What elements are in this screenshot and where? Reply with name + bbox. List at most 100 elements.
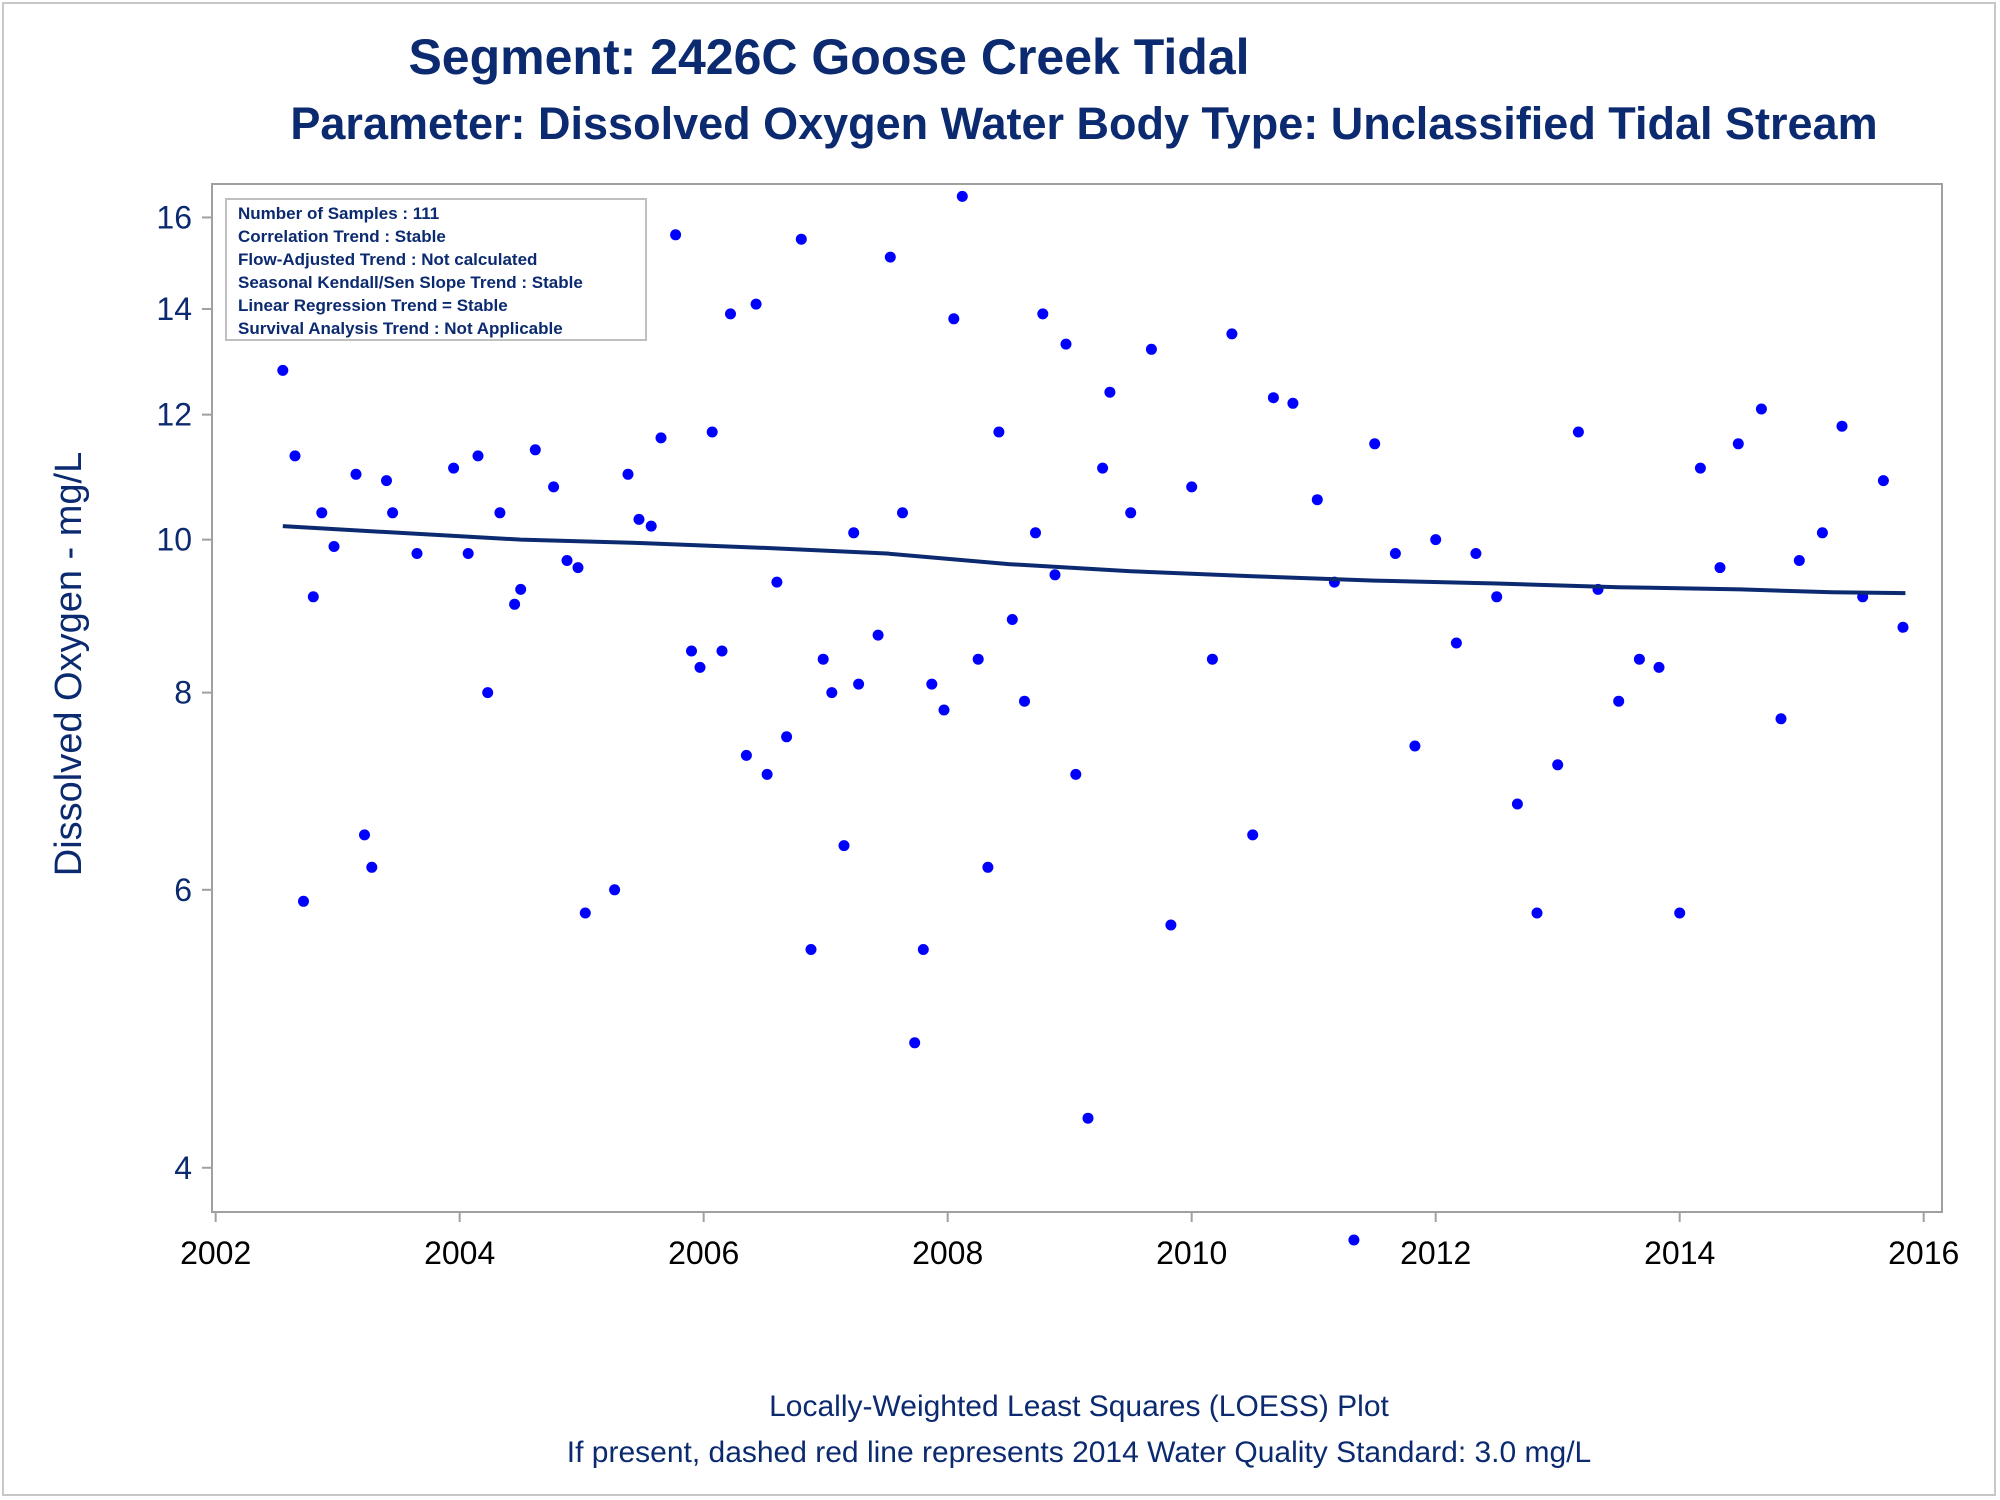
data-point [781,731,793,743]
plot-area [211,183,1943,1213]
stats-line: Number of Samples : 111 [238,204,439,223]
data-point [1877,475,1889,487]
data-point [1775,713,1787,725]
data-point [1552,759,1564,771]
data-point [316,507,328,519]
data-point [1430,534,1442,546]
y-axis-label: Dissolved Oxygen - mg/L [48,452,90,877]
data-point [1793,555,1805,566]
data-point [805,944,817,955]
data-point [982,861,994,873]
data-point [872,629,884,641]
data-point [848,527,860,539]
x-tick-label: 2016 [1888,1235,1959,1271]
data-point [706,426,718,438]
data-point [1511,798,1523,810]
data-point [853,678,865,690]
data-point [387,507,399,519]
data-point [771,576,783,588]
data-point [448,462,460,474]
data-point [289,450,301,462]
data-point [1816,527,1828,539]
data-point [725,308,736,320]
data-point [350,468,362,480]
data-point [298,895,309,907]
stats-line: Flow-Adjusted Trend : Not calculated [238,250,537,269]
data-point [561,555,573,566]
data-point [1019,695,1030,707]
data-point [622,468,634,480]
chart-title: Segment: 2426C Goose Creek Tidal [408,29,1249,85]
y-tick-label: 14 [156,291,192,327]
data-point [1389,548,1401,559]
data-point [1470,548,1482,559]
data-point [1613,695,1625,707]
data-point [1633,653,1645,665]
data-point [1206,653,1218,665]
y-tick-label: 16 [156,199,192,235]
data-point [917,944,929,955]
data-point [277,364,289,376]
data-point [1409,740,1421,752]
data-point [1572,426,1584,438]
data-point [411,548,423,559]
data-point [1836,420,1848,432]
data-point [509,598,521,610]
x-axis: 2002 2004 2006 2008 2010 2012 2014 2016 [180,1212,1959,1271]
data-point [1694,462,1706,474]
data-point [307,591,319,603]
data-point [328,541,340,552]
data-point [1732,438,1744,450]
data-point [1097,462,1109,474]
data-point [633,513,645,525]
data-point [366,861,378,873]
data-point [817,653,829,665]
data-point [716,645,728,657]
data-point [993,426,1005,438]
data-point [1060,338,1072,350]
data-point [670,229,682,241]
data-point [926,678,938,690]
data-point [472,450,484,462]
x-tick-label: 2006 [668,1235,739,1271]
data-point [1897,621,1909,633]
y-tick-label: 8 [174,675,192,711]
data-point [548,481,560,493]
data-point [1714,562,1726,574]
data-point [1267,392,1279,404]
stats-line: Survival Analysis Trend : Not Applicable [238,319,563,338]
data-point [515,583,527,595]
chart: Segment: 2426C Goose Creek Tidal Paramet… [48,29,1959,1469]
stats-line: Seasonal Kendall/Sen Slope Trend : Stabl… [238,273,583,292]
data-point [1247,829,1259,841]
data-point [1287,397,1299,409]
footnote-2: If present, dashed red line represents 2… [567,1436,1591,1469]
data-point [740,749,752,761]
stats-line: Correlation Trend : Stable [238,227,446,246]
data-point [572,562,584,574]
data-point [1311,494,1323,506]
data-point [1369,438,1381,450]
x-tick-label: 2002 [180,1235,251,1271]
data-point [909,1037,921,1049]
data-point [1674,907,1686,919]
data-point [1049,569,1061,581]
loess-line [282,524,1906,596]
data-point [359,829,370,841]
data-point [686,645,697,657]
data-point [381,475,392,487]
data-point [1030,527,1041,539]
data-marks [277,190,1909,1246]
stats-box-frame [225,198,647,341]
stats-box: Number of Samples : 111 Correlation Tren… [225,198,647,341]
data-point [609,884,621,896]
y-tick-label: 6 [174,872,192,908]
data-point [1082,1112,1094,1124]
chart-subtitle: Parameter: Dissolved Oxygen Water Body T… [290,98,1877,149]
data-point [795,233,807,245]
y-tick-label: 10 [156,522,192,558]
data-point [579,907,591,919]
x-tick-label: 2004 [424,1235,495,1271]
data-point [482,687,494,699]
